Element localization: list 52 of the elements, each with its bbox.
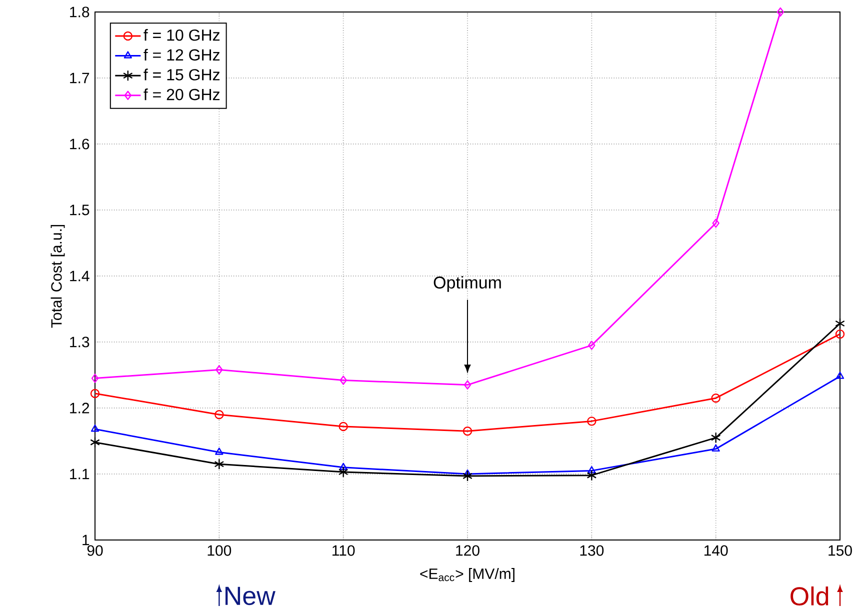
- point: [835, 318, 845, 330]
- y-tick-label: 1.6: [70, 138, 90, 150]
- x-tick-label: 130: [580, 545, 604, 556]
- y-tick-label: 1.5: [70, 204, 90, 216]
- legend-label: f = 10 GHz: [144, 29, 220, 41]
- annotation: Optimum: [434, 276, 501, 292]
- y-tick-label: 1.2: [70, 402, 90, 414]
- legend-label: f = 20 GHz: [144, 88, 220, 100]
- point: [462, 470, 472, 482]
- point: [588, 466, 596, 474]
- y-tick-label: 1: [82, 534, 90, 546]
- point: [214, 410, 224, 420]
- point: [90, 436, 100, 448]
- point: [586, 470, 597, 481]
- point: [712, 444, 720, 452]
- y-tick-label: 1.1: [70, 468, 90, 480]
- legend-label: f = 12 GHz: [144, 48, 220, 61]
- x-axis-title: <E$_{acc}$> [MV/m]: [420, 568, 514, 582]
- point: [776, 7, 784, 17]
- x-tick-label: 90: [87, 545, 103, 556]
- point: [587, 416, 596, 426]
- x-tick-label: 120: [456, 545, 480, 556]
- x-tick-label: 110: [332, 545, 355, 556]
- point: [712, 218, 720, 228]
- point: [464, 380, 472, 390]
- point: [340, 376, 347, 385]
- point: [836, 372, 844, 379]
- point: [91, 374, 99, 383]
- point: [339, 462, 348, 470]
- x-tick-label: 150: [828, 545, 852, 556]
- point: [216, 365, 223, 374]
- y-tick-label: 1.3: [70, 336, 90, 348]
- y-axis-title: Total Cost [a.u.]: [50, 224, 65, 328]
- point: [338, 466, 348, 478]
- point: [90, 424, 100, 432]
- point: [711, 394, 720, 403]
- point: [90, 388, 100, 398]
- point: [588, 340, 596, 350]
- y-tick-label: 1.8: [70, 6, 90, 18]
- point: [215, 448, 224, 455]
- point: [835, 329, 845, 339]
- y-tick-label: 1.4: [70, 270, 90, 282]
- point: [214, 458, 224, 470]
- x-tick-label: 140: [704, 545, 728, 556]
- text: New: [226, 586, 276, 606]
- y-tick-label: 1.7: [70, 72, 90, 84]
- point: [710, 432, 721, 444]
- text: Old: [790, 586, 828, 606]
- legend-label: f = 15 GHz: [144, 68, 220, 80]
- x-tick-label: 100: [208, 545, 232, 556]
- point: [338, 422, 348, 432]
- point: [462, 426, 472, 436]
